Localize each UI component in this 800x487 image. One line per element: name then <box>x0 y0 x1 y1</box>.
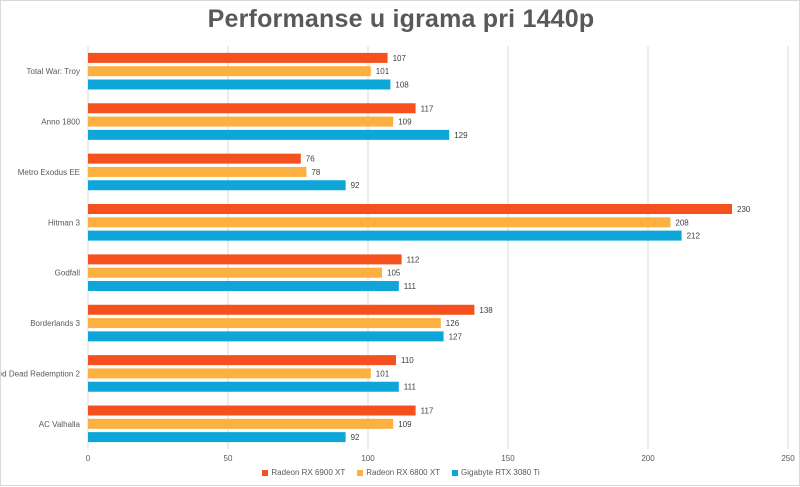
bar <box>88 267 382 278</box>
bar <box>88 153 301 164</box>
legend-item: Radeon RX 6900 XT <box>262 468 345 477</box>
legend-label: Gigabyte RTX 3080 Ti <box>461 468 540 477</box>
bar <box>88 368 371 379</box>
x-axis-ticks: 0 50 100 150 200 250 <box>86 454 795 463</box>
x-tick-label: 250 <box>781 454 795 463</box>
bar <box>88 180 346 191</box>
bar <box>88 432 346 443</box>
chart-legend: Radeon RX 6900 XT Radeon RX 6800 XT Gigaby… <box>1 468 800 478</box>
bar <box>88 418 394 429</box>
category-label: Total War: Troy <box>27 67 81 76</box>
x-tick-label: 150 <box>501 454 515 463</box>
category-label: Godfall <box>55 269 81 278</box>
category-label: Hitman 3 <box>48 218 81 227</box>
data-label: 212 <box>687 232 701 241</box>
legend-label: Radeon RX 6900 XT <box>271 468 346 477</box>
bar <box>88 318 441 329</box>
x-tick-label: 50 <box>224 454 233 463</box>
legend-label: Radeon RX 6800 XT <box>366 468 441 477</box>
data-label: 92 <box>351 433 360 442</box>
data-label: 108 <box>395 80 409 89</box>
data-label: 92 <box>351 181 360 190</box>
bar <box>88 230 682 241</box>
category-labels: Total War: Troy Anno 1800 Metro Exodus EE H… <box>1 67 81 429</box>
data-label: 208 <box>675 218 689 227</box>
legend-swatch <box>452 469 459 476</box>
bar <box>88 280 399 291</box>
bar <box>88 52 388 63</box>
legend-item: Radeon RX 6800 XT <box>357 468 440 477</box>
bar <box>88 304 475 315</box>
data-label: 105 <box>387 269 401 278</box>
data-label: 111 <box>404 383 417 392</box>
data-label: 129 <box>454 131 468 140</box>
x-tick-label: 0 <box>86 454 91 463</box>
legend-swatch <box>262 469 269 476</box>
data-label: 109 <box>398 420 412 429</box>
data-label: 230 <box>737 205 751 214</box>
category-label: Metro Exodus EE <box>18 168 80 177</box>
bars <box>88 52 732 443</box>
bar <box>88 331 444 342</box>
category-label: Red Dead Redemption 2 <box>1 369 81 378</box>
data-label: 107 <box>393 54 407 63</box>
x-tick-label: 100 <box>361 454 375 463</box>
data-label: 110 <box>401 356 414 365</box>
bar <box>88 166 307 177</box>
bar <box>88 254 402 265</box>
bar <box>88 355 396 366</box>
bar <box>88 79 391 90</box>
data-label: 78 <box>311 168 320 177</box>
data-label: 127 <box>449 332 463 341</box>
bar <box>88 204 732 215</box>
bar <box>88 103 416 114</box>
data-label: 109 <box>398 118 412 127</box>
value-labels: 1071011081171091297678922302082121121051… <box>306 54 751 442</box>
data-label: 101 <box>376 67 390 76</box>
chart-title: Performanse u igrama pri 1440p <box>207 5 595 33</box>
data-label: 117 <box>421 407 434 416</box>
data-label: 126 <box>446 319 460 328</box>
bar <box>88 116 394 127</box>
bar <box>88 381 399 392</box>
category-label: Anno 1800 <box>41 118 80 127</box>
data-label: 111 <box>404 282 417 291</box>
data-label: 112 <box>407 255 420 264</box>
x-tick-label: 200 <box>641 454 655 463</box>
legend-item: Gigabyte RTX 3080 Ti <box>452 468 540 477</box>
category-label: AC Valhalla <box>39 420 81 429</box>
legend-swatch <box>357 469 364 476</box>
data-label: 117 <box>421 104 434 113</box>
data-label: 76 <box>306 155 315 164</box>
bar <box>88 66 371 77</box>
bar <box>88 405 416 416</box>
bar <box>88 129 450 140</box>
data-label: 138 <box>479 306 493 315</box>
data-label: 101 <box>376 369 390 378</box>
category-label: Borderlands 3 <box>30 319 80 328</box>
bar <box>88 217 671 228</box>
